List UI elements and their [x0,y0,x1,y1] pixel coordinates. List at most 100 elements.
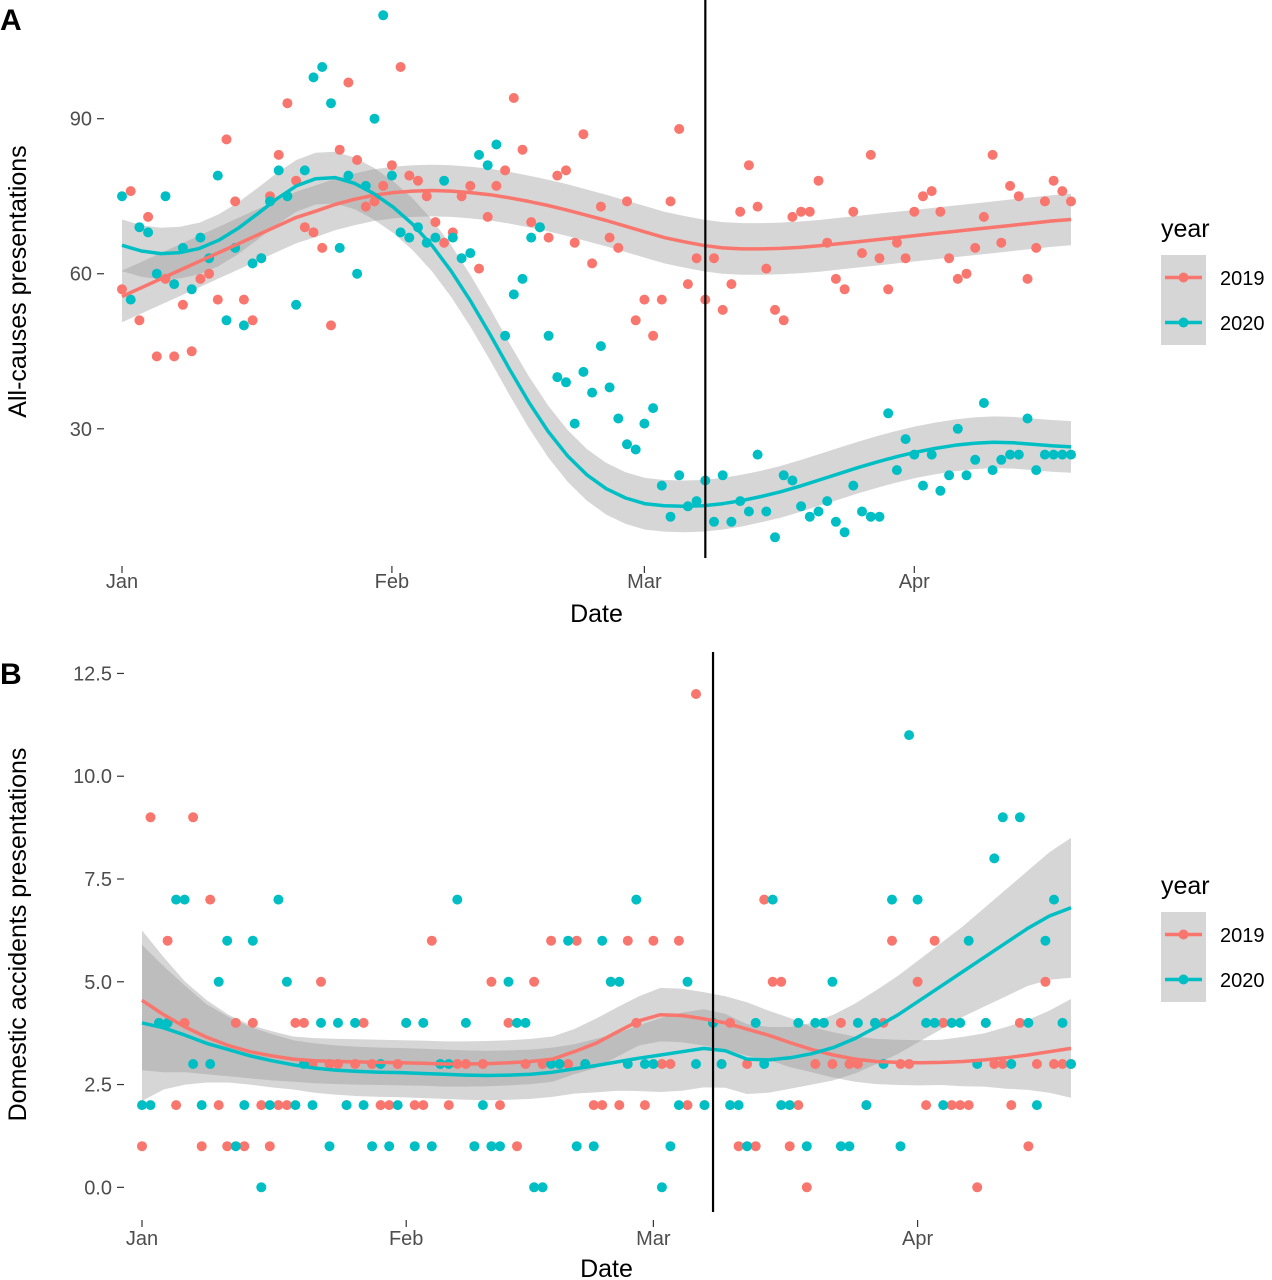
point-2020 [742,1141,753,1152]
point-2019 [512,1141,522,1152]
point-2019 [926,186,937,197]
point-2019 [134,315,145,326]
point-2020 [717,470,728,481]
point-2020 [447,232,458,243]
point-2020 [546,1059,557,1069]
point-2019 [508,93,519,103]
point-2019 [273,1100,284,1111]
point-2020 [369,113,380,124]
point-2020 [264,1100,275,1111]
point-2019 [665,1059,676,1069]
point-2020 [776,1100,787,1111]
point-2019 [125,186,136,197]
point-2020 [1031,465,1042,476]
legend: year 2019 2020 [1161,215,1265,345]
point-2020 [281,976,292,987]
point-2019 [299,222,310,233]
point-2019 [912,976,923,987]
point-2020 [307,1100,318,1111]
point-2019 [778,315,789,326]
point-2020 [830,516,841,527]
point-2020 [561,377,571,388]
point-2020 [386,170,397,181]
point-2020 [460,1017,471,1028]
point-2020 [134,222,145,233]
point-2019 [500,165,511,176]
point-2020 [247,935,258,946]
point-2019 [726,279,737,290]
point-2019 [909,206,920,217]
point-2020 [171,894,182,905]
point-2019 [552,170,563,181]
point-2020 [987,465,998,476]
point-2020 [935,485,946,496]
point-2019 [1031,242,1042,253]
legend-label: 2019 [1220,268,1265,290]
point-2019 [196,1141,207,1152]
point-2020 [891,465,902,476]
point-2020 [1066,1059,1076,1069]
point-2020 [526,232,537,243]
point-2019 [955,1100,966,1111]
point-2019 [143,211,154,222]
point-2020 [350,1017,361,1028]
point-2019 [673,935,684,946]
point-2019 [793,1100,804,1111]
point-2020 [767,894,778,905]
point-2019 [733,1141,744,1152]
point-2019 [386,160,397,171]
point-2020 [665,1141,676,1152]
point-2020 [291,299,302,310]
point-2019 [343,77,354,88]
legend-key-point [1178,974,1189,985]
point-2020 [571,1141,582,1152]
point-2019 [978,211,989,222]
point-2019 [443,1100,454,1111]
point-2019 [682,279,693,290]
point-2019 [169,351,180,362]
point-2020 [887,894,897,905]
point-2020 [691,496,702,507]
point-2020 [996,454,1007,465]
point-2019 [316,976,326,987]
point-2019 [656,294,667,305]
point-2020 [895,1141,906,1152]
point-2020 [563,935,574,946]
point-2019 [857,248,867,259]
point-2020 [1057,1017,1068,1028]
point-2020 [648,1059,659,1069]
point-2019 [648,935,659,946]
point-2019 [369,196,380,207]
point-2020 [324,1141,335,1152]
point-2020 [900,434,911,445]
y-tick-label: 2.5 [84,1075,112,1097]
point-2020 [143,227,154,238]
point-2020 [500,330,511,341]
point-2020 [804,511,815,522]
point-2020 [205,1059,216,1069]
point-2020 [699,1100,710,1111]
point-2019 [613,242,624,253]
point-2019 [1031,1059,1042,1069]
point-2020 [273,165,284,176]
x-tick-label: Mar [636,1228,671,1250]
point-2019 [495,1100,505,1111]
point-2019 [421,191,432,202]
point-2019 [221,134,232,145]
point-2020 [160,191,171,202]
point-2019 [918,191,928,202]
point-2019 [517,144,528,155]
point-2019 [177,299,188,310]
point-2019 [813,175,824,186]
point-2019 [776,976,787,987]
point-2019 [213,1100,224,1111]
point-2020 [673,1100,684,1111]
point-2020 [726,516,737,527]
x-tick-label: Apr [902,1228,933,1250]
point-2020 [938,1100,949,1111]
point-2020 [682,976,693,987]
point-2020 [918,480,928,491]
point-2020 [978,398,989,408]
point-2020 [186,284,197,295]
point-2019 [503,1017,514,1028]
